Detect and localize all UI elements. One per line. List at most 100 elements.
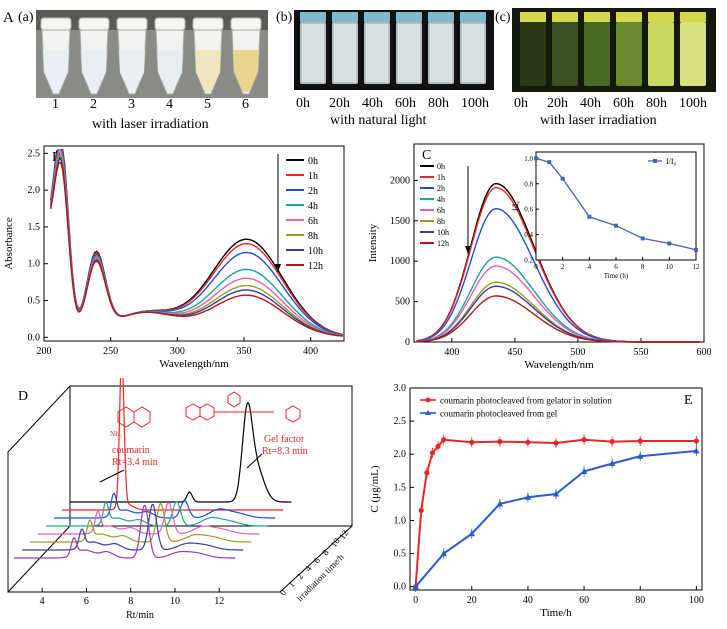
x-tick-label: 6 bbox=[84, 596, 89, 607]
legend-label: 1h bbox=[308, 171, 318, 182]
vial-cap bbox=[680, 12, 706, 22]
data-point bbox=[429, 450, 436, 456]
data-point bbox=[497, 439, 503, 445]
panel-letter: C bbox=[422, 148, 431, 163]
vial-gel bbox=[334, 24, 356, 82]
photo-c-caption: with laser irradiation bbox=[540, 113, 657, 128]
vial-body bbox=[616, 22, 642, 86]
photo-a-label: (a) bbox=[18, 10, 34, 25]
inset-y-tick-label: 1.0 bbox=[524, 155, 533, 163]
vial-body bbox=[648, 22, 674, 86]
inset-point bbox=[587, 214, 592, 219]
y-tick-label: 1000 bbox=[390, 256, 410, 267]
tube-number: 4 bbox=[166, 97, 173, 112]
y-tick-label: 0.0 bbox=[394, 582, 407, 593]
series-line-4h bbox=[416, 256, 701, 343]
panel-letter: E bbox=[684, 393, 693, 408]
vial-gel bbox=[398, 24, 420, 82]
legend-label: 1h bbox=[437, 173, 445, 182]
gel-factor-arrow bbox=[246, 453, 263, 469]
gel-factor-label: Gel factor bbox=[264, 434, 305, 445]
x-tick-label: 60 bbox=[579, 595, 589, 606]
time-label: 0h bbox=[296, 96, 310, 111]
x-axis-label: Wavelength/nm bbox=[159, 358, 229, 370]
x-tick-label: 300 bbox=[170, 346, 185, 357]
legend-arrow-head bbox=[465, 246, 471, 254]
tube-liquid bbox=[43, 50, 69, 92]
vial bbox=[680, 12, 706, 86]
data-point bbox=[468, 530, 475, 537]
tube-number: 2 bbox=[90, 97, 97, 112]
time-label: 20h bbox=[547, 96, 568, 111]
time-label: 80h bbox=[428, 96, 449, 111]
legend-label: 2h bbox=[437, 184, 445, 193]
series-line-10h bbox=[50, 157, 343, 337]
inset-point bbox=[667, 241, 672, 246]
x-tick-label: 600 bbox=[697, 347, 712, 358]
gel-factor-rt-label: Rt=8.3 min bbox=[262, 446, 308, 457]
data-point bbox=[552, 490, 560, 497]
data-point bbox=[608, 460, 616, 467]
vial-cap bbox=[460, 12, 486, 22]
y-tick-label: 1500 bbox=[390, 216, 410, 227]
tube-cap bbox=[40, 17, 72, 31]
legend-label: coumarin photocleaved from gel bbox=[440, 409, 558, 419]
y-tick-label: 1.0 bbox=[28, 259, 41, 270]
x-axis-label: Time/h bbox=[540, 607, 572, 619]
photo-b-time-row: 0h 20h 40h 60h 80h 100h bbox=[294, 96, 494, 114]
legend-label: coumarin photocleaved from gelator in so… bbox=[440, 396, 612, 406]
legend-label: 6h bbox=[308, 216, 318, 227]
data-point bbox=[637, 452, 644, 459]
vial-gel bbox=[302, 24, 324, 82]
vial bbox=[300, 12, 326, 84]
panel-a-letter: A bbox=[3, 10, 14, 26]
time-label: 40h bbox=[362, 96, 383, 111]
data-point bbox=[412, 583, 419, 590]
y-tick-label: 1.5 bbox=[394, 482, 407, 493]
inset-x-tick-label: 6 bbox=[614, 263, 618, 271]
tube bbox=[78, 17, 110, 95]
vial-gel bbox=[366, 24, 388, 82]
vial-cap bbox=[300, 12, 326, 22]
inset-point bbox=[560, 176, 565, 181]
x-tick-label: 200 bbox=[37, 346, 52, 357]
y-tick-label: 0.0 bbox=[28, 332, 41, 343]
coumarin-label: coumarin bbox=[112, 445, 150, 456]
x-tick-label: 450 bbox=[507, 347, 522, 358]
legend-label: 0h bbox=[437, 162, 445, 171]
y-tick-label: 2.5 bbox=[28, 148, 41, 159]
data-point bbox=[418, 507, 424, 514]
vial bbox=[648, 12, 674, 86]
time-label: 100h bbox=[679, 96, 707, 111]
photo-a-tubes bbox=[36, 10, 268, 98]
inset-point bbox=[534, 156, 538, 161]
tube-cap bbox=[230, 17, 262, 31]
vial-cap bbox=[332, 12, 358, 22]
tube-cap bbox=[192, 17, 224, 31]
y-tick-label: 0.5 bbox=[28, 296, 41, 307]
data-point bbox=[693, 438, 699, 444]
inset-point bbox=[694, 247, 698, 252]
vial-cap bbox=[552, 12, 578, 22]
y-tick-label: 2.0 bbox=[28, 185, 41, 196]
x-tick-label: 8 bbox=[128, 596, 133, 607]
data-point bbox=[424, 470, 430, 476]
depth-tick-label: 8 bbox=[320, 547, 331, 557]
panel-letter: D bbox=[18, 389, 28, 404]
tube bbox=[116, 17, 148, 95]
vial bbox=[616, 12, 642, 86]
y-tick-label: 0 bbox=[405, 337, 410, 348]
y-tick-label: 1.5 bbox=[28, 222, 41, 233]
inset-y-tick-label: 0.2 bbox=[524, 257, 533, 265]
legend-label: 8h bbox=[437, 217, 445, 226]
vial-cap bbox=[616, 12, 642, 22]
tube bbox=[230, 17, 262, 95]
inset-y-tick-label: 0.4 bbox=[524, 231, 533, 239]
chart-e-release: 0 20 40 60 80 100 0.0 0.5 1.0 1.5 2.0 2.5 3.0 Time/h C… bbox=[369, 383, 704, 619]
data-point bbox=[440, 550, 447, 557]
vial-body bbox=[552, 22, 578, 86]
y-axis-label: Absorbance bbox=[3, 217, 15, 270]
x-tick-label: 350 bbox=[237, 346, 252, 357]
hplc-trace bbox=[30, 503, 252, 543]
